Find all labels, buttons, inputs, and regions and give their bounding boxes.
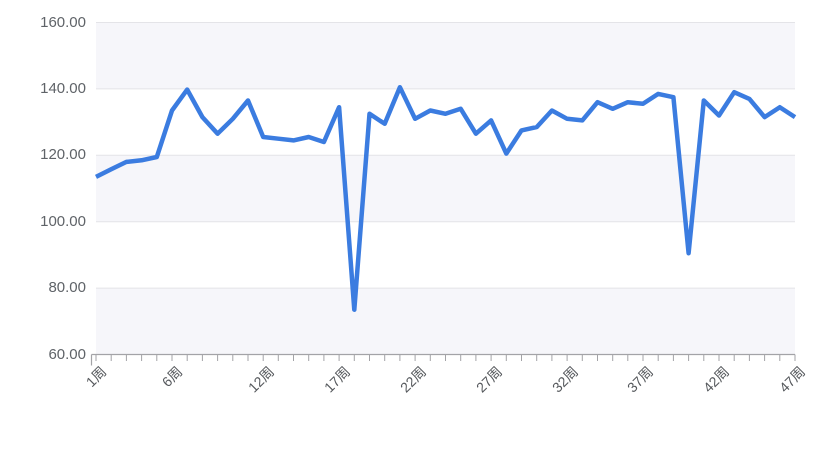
plot-band [96, 155, 795, 222]
y-axis-tick-label: 120.00 [40, 146, 86, 164]
y-axis-tick-label: 140.00 [40, 79, 86, 97]
plot-band [96, 288, 795, 355]
y-axis-tick-label: 160.00 [40, 13, 86, 31]
y-axis-tick-label: 60.00 [48, 345, 86, 363]
x-axis-ticks [95, 354, 796, 361]
data-line-series [94, 84, 797, 312]
y-axis-tick-label: 100.00 [40, 212, 86, 230]
plot-band [96, 22, 795, 89]
y-axis-tick-label: 80.00 [48, 279, 86, 297]
